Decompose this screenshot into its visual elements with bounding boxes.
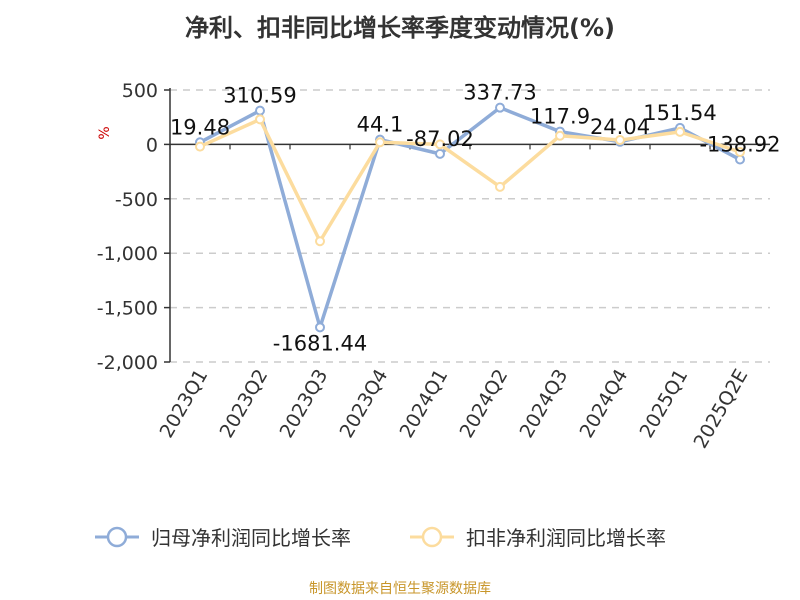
grid-lines	[170, 89, 770, 363]
x-tick-label: 2023Q2	[216, 366, 273, 442]
y-axis-unit: %	[97, 126, 113, 139]
x-tick-label: 2024Q1	[396, 366, 453, 442]
series-point-0	[495, 102, 505, 113]
series-point-1	[195, 141, 205, 152]
series-point-1	[555, 130, 565, 141]
series-point-1	[675, 126, 685, 137]
chart-title: 净利、扣非同比增长率季度变动情况(%)	[185, 14, 615, 42]
data-label: -87.02	[406, 127, 474, 151]
series-point-1	[495, 181, 505, 192]
series-point-0	[255, 105, 265, 116]
y-tick-label: -2,000	[97, 352, 158, 374]
data-label: 117.9	[530, 105, 590, 129]
source-note: 制图数据来自恒生聚源数据库	[309, 581, 491, 597]
legend: 归母净利润同比增长率 扣非净利润同比增长率	[95, 526, 666, 550]
y-tick-label: -1,500	[97, 298, 158, 320]
data-label: 24.04	[590, 115, 650, 139]
y-tick-label: -1,000	[97, 243, 158, 265]
x-tick-label: 2025Q1	[636, 366, 693, 442]
data-label: -1681.44	[273, 332, 367, 356]
legend-marker-1	[421, 526, 443, 548]
data-labels: 19.48 310.59 -1681.44 44.1-87.02 337.73117.9…	[170, 81, 781, 356]
y-tick-label: -500	[115, 189, 158, 211]
x-tick-label: 2024Q3	[516, 366, 573, 442]
series-line-1	[199, 117, 741, 243]
series-point-1	[735, 147, 745, 158]
legend-label-0: 归母净利润同比增长率	[151, 526, 351, 550]
data-label: 151.54	[643, 101, 716, 125]
x-tick-label: 2023Q3	[276, 366, 333, 442]
series-group	[195, 102, 745, 333]
legend-label-1: 扣非净利润同比增长率	[466, 526, 666, 550]
series-point-1	[375, 137, 385, 148]
data-label: 44.1	[357, 113, 404, 137]
series-point-1	[255, 114, 265, 125]
series-point-0	[435, 148, 445, 159]
x-tick-label: 2024Q4	[576, 366, 633, 442]
y-tick-label: 500	[122, 80, 158, 102]
y-tick-label: 0	[146, 134, 158, 156]
data-label: 310.59	[223, 84, 296, 108]
x-tick-label: 2024Q2	[456, 366, 513, 442]
series-point-1	[315, 236, 325, 247]
series-point-1	[615, 135, 625, 146]
x-tick-label: 2023Q4	[336, 366, 393, 442]
data-label: -138.92	[699, 133, 780, 157]
legend-marker-0	[106, 526, 128, 548]
x-tick-label: 2025Q2E	[690, 366, 753, 453]
data-label: 19.48	[170, 115, 230, 139]
series-point-1	[435, 139, 445, 150]
x-tick-label: 2023Q1	[156, 366, 213, 442]
series-point-0	[315, 322, 325, 333]
data-label: 337.73	[463, 81, 536, 105]
